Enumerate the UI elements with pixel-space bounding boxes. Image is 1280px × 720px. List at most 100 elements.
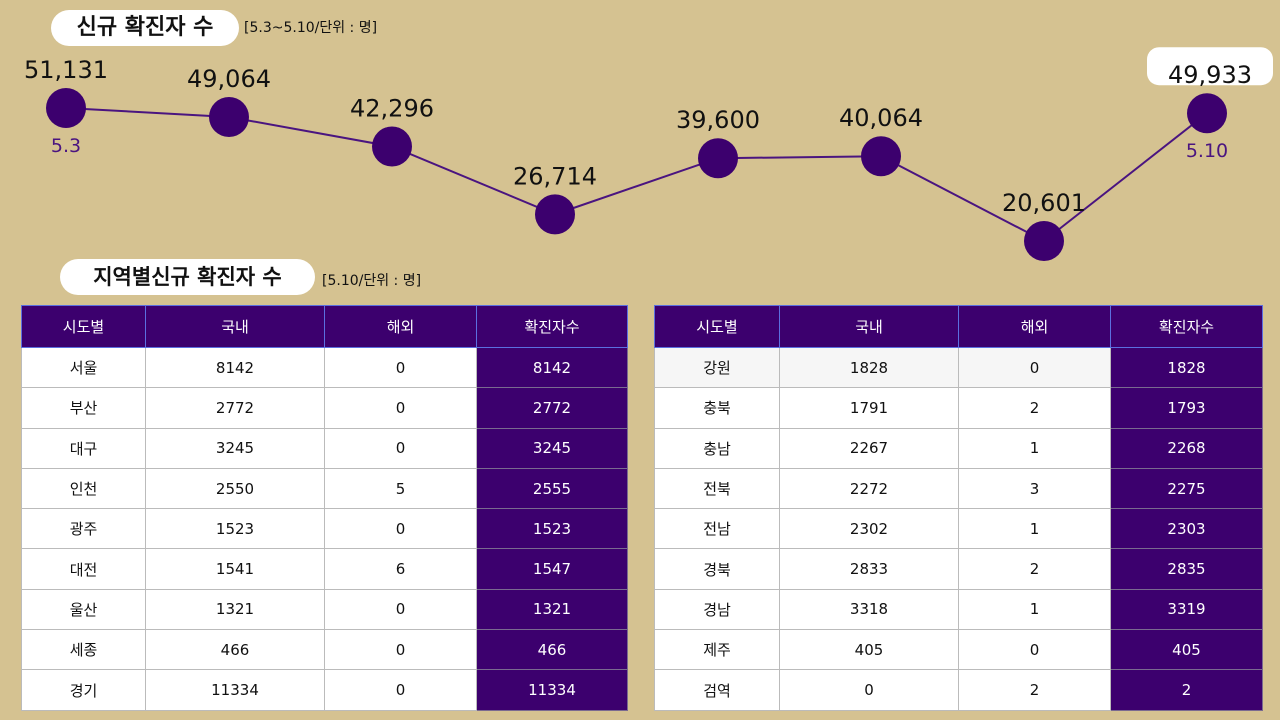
domestic-cell: 3245 [145, 427, 325, 469]
region-cell: 경남 [654, 588, 780, 631]
region-cell: 서울 [21, 346, 146, 389]
overseas-cell: 3 [958, 467, 1111, 510]
overseas-cell: 0 [324, 387, 477, 429]
data-label: 42,296 [350, 94, 434, 122]
total-cell: 2303 [1110, 508, 1263, 550]
column-header: 확진자수 [476, 305, 628, 348]
region-cell: 충남 [654, 427, 780, 469]
table-row: 전남 2302 1 2303 [654, 508, 1263, 550]
total-cell: 2 [1110, 669, 1263, 711]
table-row: 제주 405 0 405 [654, 629, 1263, 671]
region-cell: 경북 [654, 548, 780, 590]
table-row: 강원 1828 0 1828 [654, 346, 1263, 389]
overseas-cell: 0 [324, 346, 477, 389]
domestic-cell: 405 [779, 629, 959, 671]
data-point [1187, 93, 1227, 134]
column-header: 해외 [958, 305, 1111, 348]
total-cell: 405 [1110, 629, 1263, 671]
table-row: 전북 2272 3 2275 [654, 467, 1263, 510]
total-cell: 2268 [1110, 427, 1263, 469]
overseas-cell: 1 [958, 588, 1111, 631]
domestic-cell: 11334 [145, 669, 325, 711]
table-header-row: 시도별 국내 해외 확진자수 [654, 305, 1263, 348]
table-row: 충남 2267 1 2268 [654, 427, 1263, 469]
domestic-cell: 1321 [145, 588, 325, 631]
column-header: 확진자수 [1110, 305, 1263, 348]
domestic-cell: 1541 [145, 548, 325, 590]
table-row: 부산 2772 0 2772 [21, 387, 628, 429]
x-tick-label: 5.10 [1186, 140, 1228, 162]
data-point [1024, 221, 1064, 261]
column-header: 해외 [324, 305, 477, 348]
table-row: 경북 2833 2 2835 [654, 548, 1263, 590]
overseas-cell: 0 [958, 629, 1111, 671]
region-cell: 대전 [21, 548, 146, 590]
line-chart: 51,131 49,064 42,296 26,714 39,600 40,064 20,6… [24, 47, 1273, 261]
domestic-cell: 2267 [779, 427, 959, 469]
total-cell: 2835 [1110, 548, 1263, 590]
overseas-cell: 0 [958, 346, 1111, 389]
x-tick-label: 5.3 [51, 135, 81, 157]
region-cell: 울산 [21, 588, 146, 631]
overseas-cell: 0 [324, 669, 477, 711]
column-header: 국내 [779, 305, 959, 348]
total-cell: 1793 [1110, 387, 1263, 429]
overseas-cell: 1 [958, 427, 1111, 469]
domestic-cell: 1791 [779, 387, 959, 429]
overseas-cell: 2 [958, 669, 1111, 711]
total-cell: 466 [476, 629, 628, 671]
region-cell: 검역 [654, 669, 780, 711]
series-line [65, 107, 1208, 243]
chart-subtitle: [5.3~5.10/단위 : 명] [244, 20, 378, 36]
overseas-cell: 0 [324, 508, 477, 550]
region-cell: 세종 [21, 629, 146, 671]
column-header: 국내 [145, 305, 325, 348]
domestic-cell: 1828 [779, 346, 959, 389]
table-row: 대전 1541 6 1547 [21, 548, 628, 590]
table-row: 세종 466 0 466 [21, 629, 628, 671]
total-cell: 1523 [476, 508, 628, 550]
domestic-cell: 2772 [145, 387, 325, 429]
total-cell: 2772 [476, 387, 628, 429]
overseas-cell: 0 [324, 588, 477, 631]
region-cell: 부산 [21, 387, 146, 429]
data-point [698, 138, 738, 179]
table-subtitle: [5.10/단위 : 명] [322, 273, 422, 289]
overseas-cell: 0 [324, 427, 477, 469]
region-cell: 광주 [21, 508, 146, 550]
domestic-cell: 8142 [145, 346, 325, 389]
region-cell: 대구 [21, 427, 146, 469]
highlight-label-box [1147, 47, 1273, 86]
table-row: 울산 1321 0 1321 [21, 588, 628, 631]
table-header-row: 시도별 국내 해외 확진자수 [21, 305, 628, 348]
table-row: 경기 11334 0 11334 [21, 669, 628, 711]
region-cell: 경기 [21, 669, 146, 711]
total-cell: 3319 [1110, 588, 1263, 631]
region-table-left: 시도별 국내 해외 확진자수 서울 8142 0 8142 부산 2772 0 2772 대구 3245 0… [21, 305, 628, 711]
table-row: 서울 8142 0 8142 [21, 346, 628, 389]
total-cell: 1828 [1110, 346, 1263, 389]
region-cell: 전남 [654, 508, 780, 550]
data-point [46, 88, 86, 128]
total-cell: 2555 [476, 467, 628, 510]
table-row: 광주 1523 0 1523 [21, 508, 628, 550]
table-row: 대구 3245 0 3245 [21, 427, 628, 469]
total-cell: 1547 [476, 548, 628, 590]
data-point [372, 126, 412, 167]
total-cell: 8142 [476, 346, 628, 389]
data-label: 49,064 [187, 65, 271, 93]
data-label: 40,064 [839, 104, 923, 132]
domestic-cell: 3318 [779, 588, 959, 631]
overseas-cell: 1 [958, 508, 1111, 550]
region-cell: 강원 [654, 346, 780, 389]
region-table-right: 시도별 국내 해외 확진자수 강원 1828 0 1828 충북 1791 2 1793 충남 2267 1… [654, 305, 1263, 711]
domestic-cell: 0 [779, 669, 959, 711]
domestic-cell: 466 [145, 629, 325, 671]
domestic-cell: 2272 [779, 467, 959, 510]
overseas-cell: 2 [958, 548, 1111, 590]
overseas-cell: 5 [324, 467, 477, 510]
chart-title: 신규 확진자 수 [51, 10, 239, 46]
data-point [209, 97, 249, 138]
table-row: 인천 2550 5 2555 [21, 467, 628, 510]
domestic-cell: 2302 [779, 508, 959, 550]
